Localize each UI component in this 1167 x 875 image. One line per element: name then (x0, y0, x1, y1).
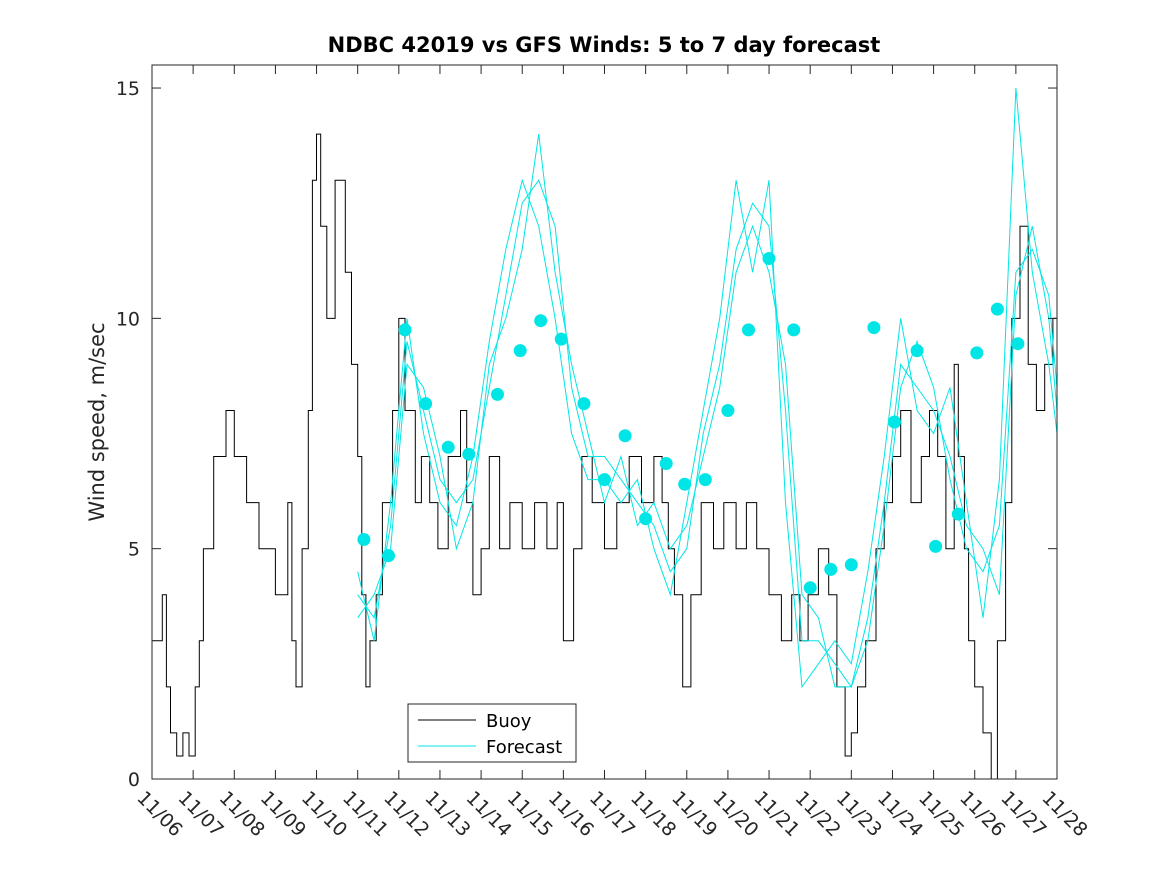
x-tick-label: 11/11 (338, 787, 392, 841)
x-tick-label: 11/12 (379, 787, 433, 841)
x-tick-label: 11/18 (626, 787, 680, 841)
series-layer (152, 87, 1058, 780)
forecast-point (910, 344, 924, 358)
forecast-point (513, 344, 527, 358)
forecast-point (534, 314, 548, 328)
x-tick-label: 11/21 (750, 787, 804, 841)
legend-buoy-label: Buoy (486, 711, 532, 732)
y-tick-label: 15 (116, 78, 140, 100)
forecast-point (598, 473, 611, 487)
forecast-point (382, 549, 395, 563)
forecast-point (419, 397, 433, 411)
y-tick-label: 0 (128, 769, 140, 791)
x-tick-label: 11/13 (420, 787, 474, 841)
chart-title: NDBC 42019 vs GFS Winds: 5 to 7 day fore… (328, 33, 881, 57)
x-tick-label: 11/25 (914, 787, 968, 841)
forecast-point (441, 440, 455, 454)
buoy-series-line (152, 133, 1058, 780)
forecast-point (742, 323, 755, 337)
x-tick-label: 11/15 (503, 787, 557, 841)
forecast-point (867, 321, 881, 335)
forecast-points-layer (357, 252, 1025, 595)
forecast-point (678, 477, 692, 491)
forecast-series-line-1 (357, 179, 1058, 689)
forecast-point (698, 473, 712, 487)
forecast-point (554, 332, 568, 346)
forecast-point (824, 562, 838, 576)
legend-forecast-label: Forecast (486, 737, 562, 758)
forecast-point (398, 323, 412, 337)
forecast-point (990, 302, 1004, 316)
forecast-point (639, 512, 653, 526)
forecast-point (844, 558, 858, 572)
forecast-series-line-3 (357, 134, 1058, 688)
forecast-point (659, 457, 673, 470)
forecast-point (618, 429, 632, 443)
x-tick-label: 11/23 (832, 787, 886, 841)
x-tick-label: 11/17 (585, 787, 639, 841)
y-axis-ticks: 0 5 10 15 (116, 78, 1057, 791)
forecast-point (929, 539, 943, 553)
x-tick-label: 11/07 (174, 787, 228, 841)
forecast-point (357, 533, 371, 546)
x-tick-label: 11/26 (955, 787, 1009, 841)
y-tick-label: 5 (128, 539, 140, 561)
forecast-point (970, 346, 984, 360)
x-tick-label: 11/28 (1037, 787, 1091, 841)
x-tick-label: 11/06 (132, 787, 186, 841)
forecast-point (787, 323, 801, 337)
y-axis-label: Wind speed, m/sec (85, 322, 109, 521)
forecast-point (803, 581, 817, 595)
legend: Buoy Forecast (407, 703, 577, 763)
x-tick-label: 11/10 (297, 787, 351, 841)
forecast-point (721, 404, 735, 417)
x-tick-label: 11/24 (873, 787, 927, 841)
forecast-point (888, 415, 901, 429)
legend-box (407, 703, 577, 763)
y-tick-label: 10 (116, 308, 140, 330)
x-tick-label: 11/22 (791, 787, 845, 841)
forecast-point (1011, 337, 1025, 351)
forecast-series-line-2 (357, 87, 1058, 689)
forecast-point (762, 252, 776, 265)
x-tick-label: 11/19 (667, 787, 721, 841)
plot-background (152, 65, 1057, 779)
x-tick-label: 11/20 (708, 787, 762, 841)
x-tick-label: 11/16 (544, 787, 598, 841)
forecast-point (491, 387, 504, 401)
x-tick-label: 11/14 (462, 787, 516, 841)
x-tick-label: 11/27 (996, 787, 1050, 841)
forecast-point (462, 447, 476, 461)
forecast-point (951, 507, 965, 521)
forecast-point (577, 397, 591, 411)
x-tick-label: 11/08 (215, 787, 269, 841)
x-tick-label: 11/09 (256, 787, 310, 841)
